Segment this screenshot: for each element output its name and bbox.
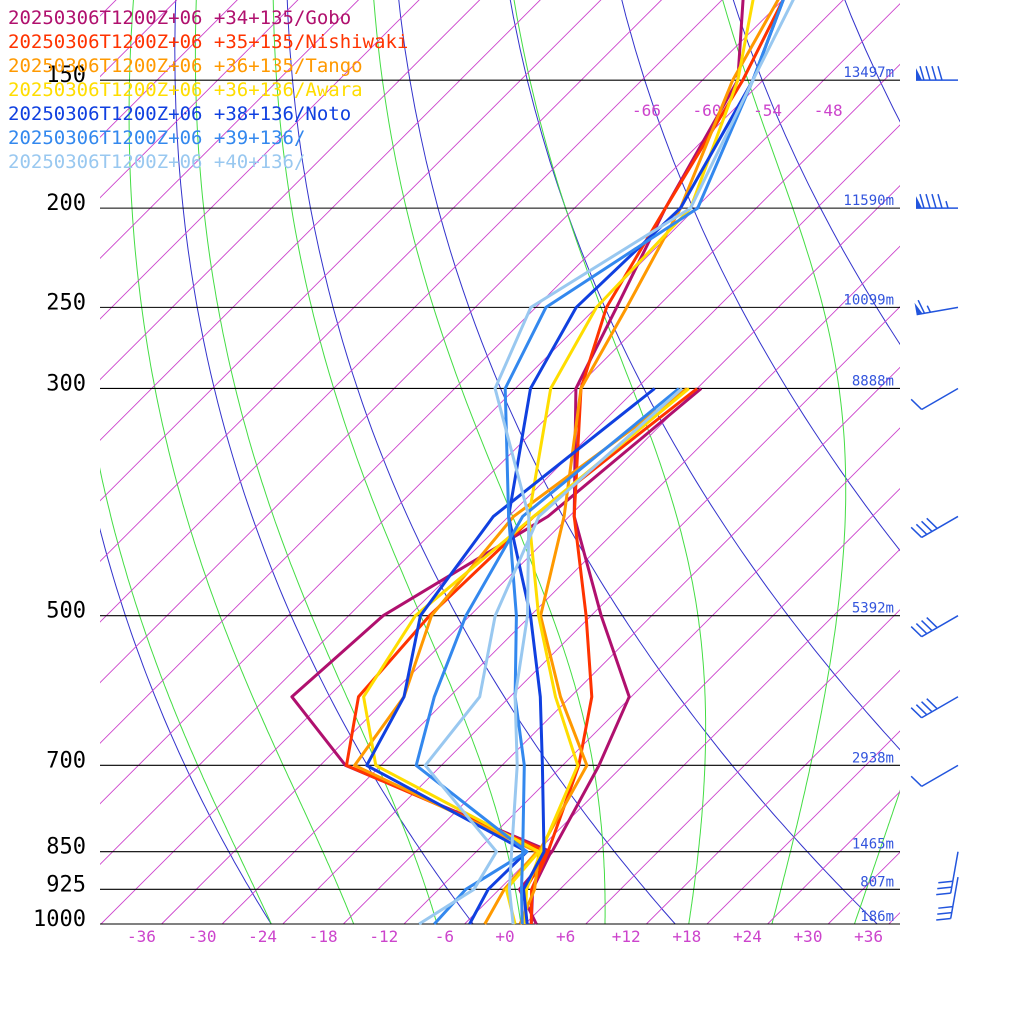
dry-adiabat-line [398,0,878,924]
moist-adiabat-line [853,789,900,924]
wind-barb [916,193,958,209]
pressure-label: 700 [46,748,86,773]
moist-adiabat-line [513,0,707,924]
dry-adiabat-line [174,0,474,924]
isotherm-line [282,306,900,924]
temperature-tick-label: -6 [435,927,454,946]
dry-adiabat-line [100,527,272,924]
dewpoint-line [365,387,656,925]
wind-barb [910,615,959,638]
legend-entry: 20250306T1200Z+06 +40+136/ [8,151,305,173]
temperature-tick-label: -30 [188,927,217,946]
upper-temperature-label: -66 [632,101,661,120]
moist-adiabats [100,0,900,924]
isobars [100,79,900,925]
legend-entry: 20250306T1200Z+06 +34+135/Gobo [8,7,351,29]
isotherm-line [585,609,900,924]
wind-barb [910,764,959,788]
dry-adiabat-line [621,0,900,552]
height-label: 8888m [852,373,894,389]
upper-temperature-label: -60 [693,101,722,120]
dry-adiabat-line [732,0,900,346]
height-label: 807m [860,874,894,890]
temperature-tick-label: +12 [612,927,641,946]
height-label: 5392m [852,601,894,617]
moist-adiabat-line [100,467,272,924]
temperature-axis: -36 -30 -24 -18 -12 -6 +0 +6 +12 +18 +24 +30 +36 [127,927,883,946]
pressure-label: 150 [46,63,86,88]
isotherm-line [646,669,900,924]
pressure-label: 850 [46,835,86,860]
legend-entry: 20250306T1200Z+06 +35+135/Nishiwaki [8,31,408,53]
moist-adiabat-line [272,0,522,924]
pressure-label: 250 [46,290,86,315]
temperature-line [518,0,745,925]
legend-entry: 20250306T1200Z+06 +36+136/Awara [8,79,363,101]
upper-temperature-label: -54 [753,101,782,120]
pressure-label: 200 [46,191,86,216]
temperature-tick-label: -12 [369,927,398,946]
height-labels: 16130m13497m11590m10099m8888m5392m2938m1… [843,65,894,925]
legend: 20250306T1200Z+06 +34+135/Gobo20250306T1… [8,7,408,173]
upper-temperature-labels: -66 -60 -54 -48 [632,101,843,120]
isotherm-line [524,548,900,924]
wind-barb [910,696,959,719]
wind-barb [910,387,959,411]
temperature-tick-label: +36 [854,927,883,946]
dewpoint-line [418,387,683,926]
wind-barb [910,515,959,539]
temperature-line [503,0,785,925]
temperature-line [493,0,795,925]
dry-adiabats [100,0,900,924]
legend-entry: 20250306T1200Z+06 +38+136/Noto [8,103,351,125]
temperature-tick-label: +6 [556,927,575,946]
temperature-tick-label: -36 [127,927,156,946]
temperature-line [523,0,755,925]
temperature-tick-label: -18 [309,927,338,946]
pressure-label: 925 [46,872,86,897]
isotherm-line [403,427,900,924]
pressure-label: 300 [46,371,86,396]
temperature-tick-label: +0 [495,927,514,946]
sounding-series [290,0,795,926]
height-label: 10099m [843,292,894,308]
pressure-label: 500 [46,599,86,624]
isotherm-line [221,245,900,924]
isotherm-line [343,366,900,924]
wind-barb [914,299,959,316]
pressure-axis: 1001502002503005007008509251000 [33,63,86,932]
moist-adiabat-line [373,0,606,924]
temperature-tick-label: +24 [733,927,762,946]
temperature-tick-label: +18 [672,927,701,946]
legend-entry: 20250306T1200Z+06 +36+135/Tango [8,55,363,77]
wind-barb [936,877,959,921]
height-label: 11590m [843,193,894,209]
temperature-tick-label: -24 [248,927,277,946]
height-label: 186m [860,909,894,925]
isotherm-line [464,487,900,924]
upper-temperature-label: -48 [814,101,843,120]
legend-entry: 20250306T1200Z+06 +39+136/ [8,127,305,149]
wind-barbs [910,65,959,921]
height-label: 2938m [852,750,894,766]
temperature-tick-label: +30 [794,927,823,946]
temperature-line [518,0,780,925]
moist-adiabat-line [128,0,355,924]
height-label: 13497m [843,65,894,81]
dry-adiabat-line [509,0,900,751]
wind-barb [936,851,959,896]
temperature-line [507,0,785,925]
moist-adiabat-line [722,0,847,924]
dry-adiabat-line [286,0,676,924]
pressure-label: 1000 [33,907,86,932]
moist-adiabat-line [194,0,438,924]
height-label: 1465m [852,837,894,853]
wind-barb [916,65,958,81]
